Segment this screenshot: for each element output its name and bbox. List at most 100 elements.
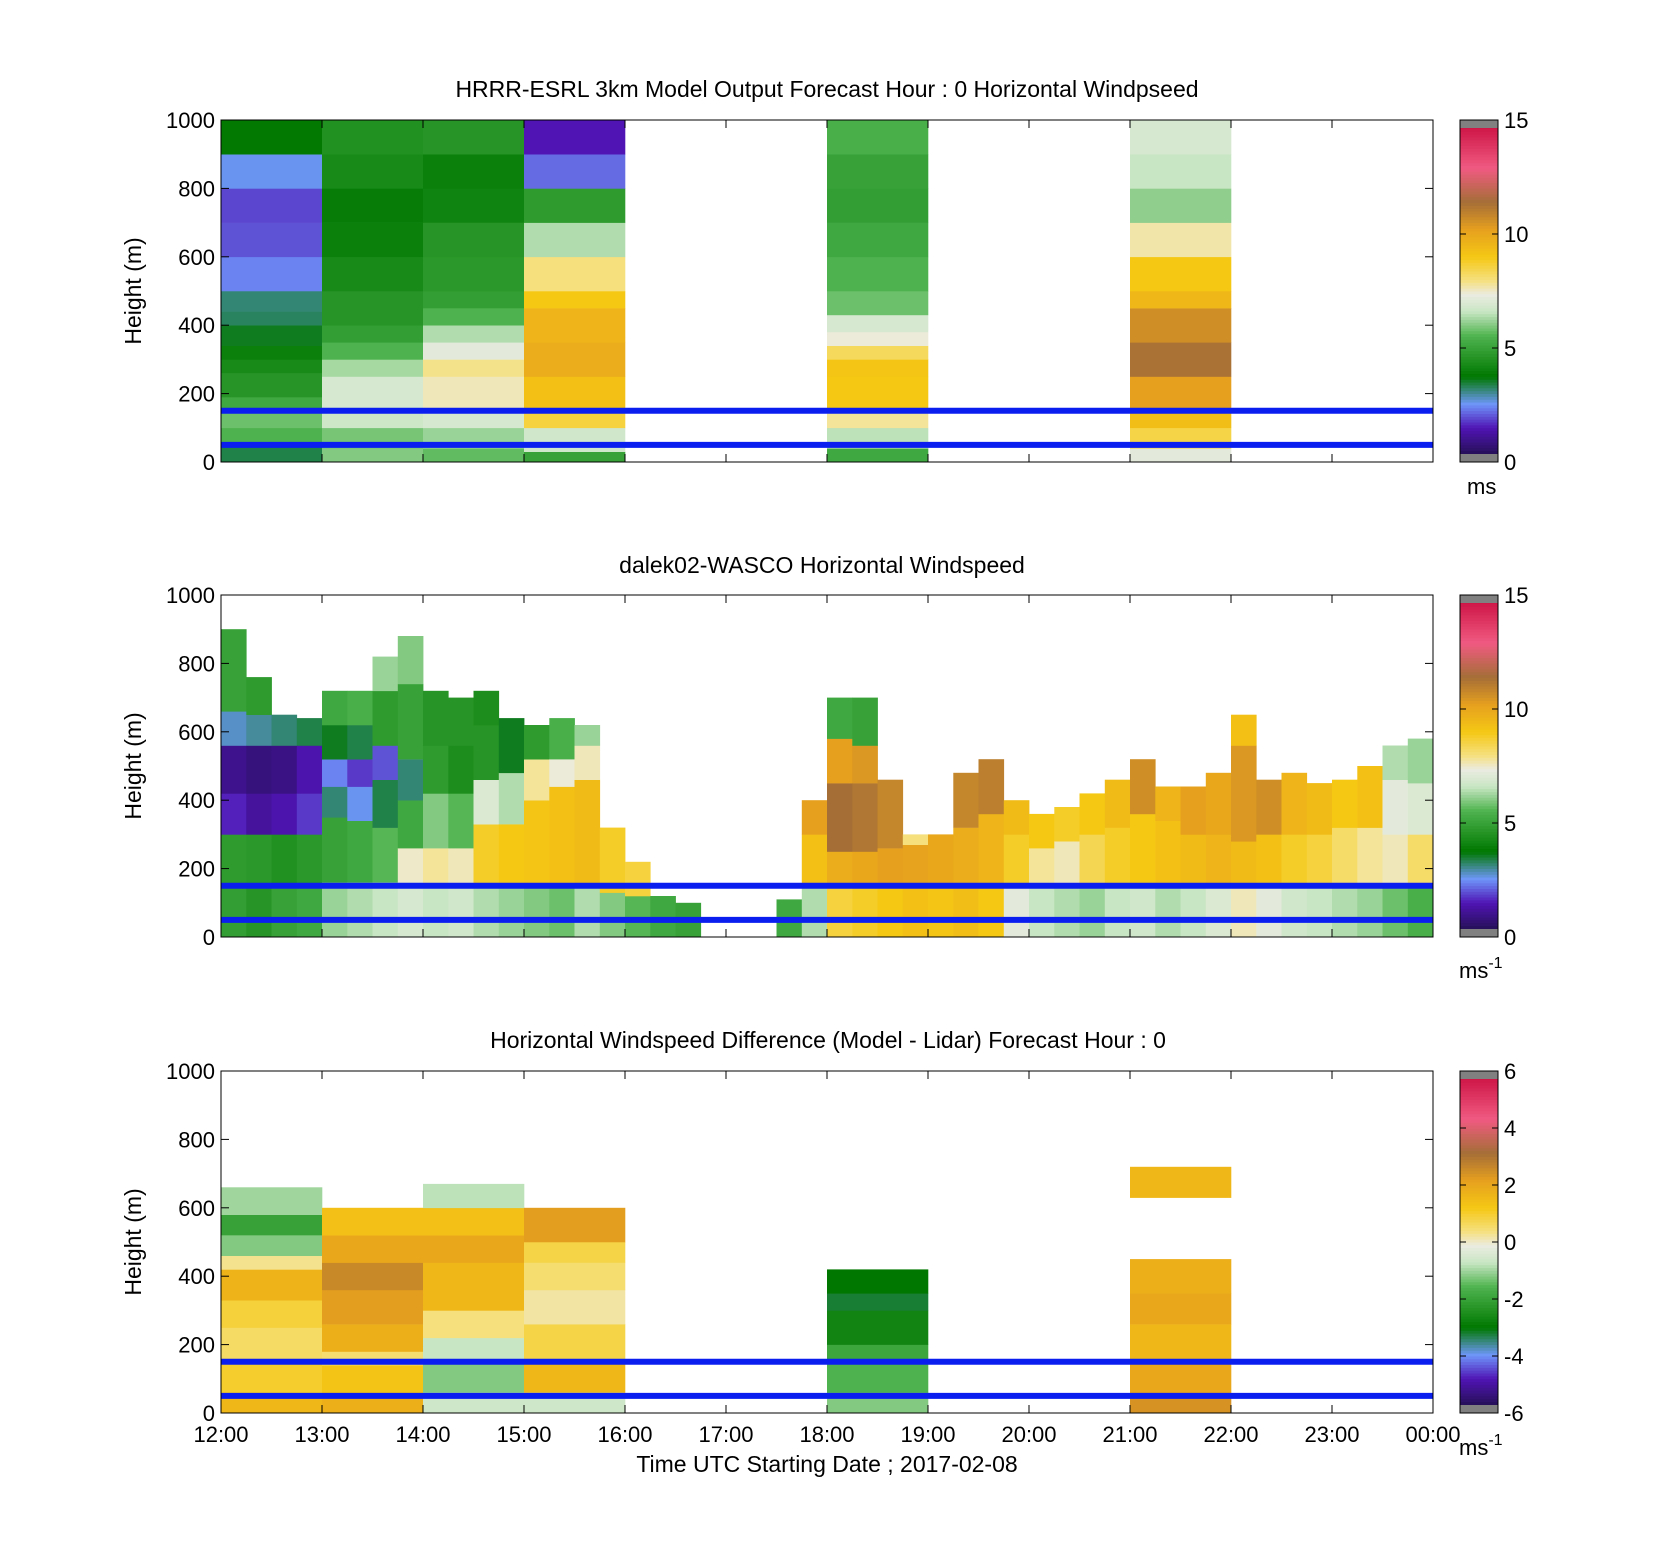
heatmap-cell [599, 892, 626, 937]
heatmap-cell [473, 824, 500, 886]
heatmap-cell [827, 120, 929, 155]
colorbar-segment [1460, 328, 1498, 332]
heatmap-cell [953, 885, 979, 937]
heatmap-cell [1130, 1259, 1232, 1294]
heatmap-cell [524, 308, 626, 343]
colorbar-segment [1460, 1253, 1498, 1257]
heatmap-cell [423, 1310, 525, 1339]
heatmap-cell [1130, 1293, 1232, 1325]
colorbar-tick-label: 15 [1504, 583, 1528, 608]
heatmap-cell [322, 188, 424, 223]
heatmap-cell [221, 444, 323, 462]
colorbar-segment [1460, 179, 1498, 184]
heatmap-cell [372, 745, 399, 780]
heatmap-cell [347, 786, 373, 821]
heatmap-cell [322, 291, 424, 326]
heatmap-cell [448, 745, 474, 794]
heatmap-cell [322, 1207, 424, 1236]
heatmap-cell [423, 885, 449, 937]
heatmap-cell [271, 793, 298, 835]
colorbar-segment [1460, 871, 1498, 875]
colorbar-segment [1460, 1165, 1498, 1169]
heatmap-cell [1256, 779, 1282, 835]
heatmap-cell [221, 1361, 323, 1393]
colorbar-segment [1460, 1230, 1498, 1234]
colorbar-segment [1460, 694, 1498, 698]
colorbar-segment [1460, 330, 1498, 335]
heatmap-cell [322, 256, 424, 292]
heatmap-cell [1104, 779, 1131, 828]
heatmap-cell [524, 725, 550, 760]
heatmap-cell [1382, 834, 1409, 886]
heatmap-cell [1256, 885, 1282, 937]
heatmap-cell [221, 188, 323, 223]
colorbar-frame [1459, 594, 1499, 938]
heatmap-cell [322, 817, 348, 883]
colorbar-segment [1460, 1287, 1498, 1291]
colorbar-over-cap [1460, 1071, 1498, 1079]
heatmap-cell [1155, 820, 1181, 886]
heatmap-cell [1281, 772, 1308, 835]
heatmap-cell [978, 885, 1005, 937]
colorbar-segment [1460, 350, 1498, 355]
colorbar-segment [1460, 783, 1498, 787]
heatmap-cell [397, 848, 424, 883]
heatmap-cell [827, 738, 853, 784]
colorbar-segment [1460, 865, 1498, 869]
heatmap-cell [549, 786, 575, 886]
colorbar-segment [1460, 917, 1498, 921]
y-tick-label: 800 [178, 1127, 215, 1152]
colorbar-tick-label: -4 [1504, 1344, 1524, 1369]
colorbar-segment [1460, 359, 1498, 363]
colorbar-segment [1460, 276, 1498, 280]
heatmap-cell [271, 834, 298, 886]
heatmap-cell [827, 1361, 929, 1393]
colorbar-segment [1460, 1147, 1498, 1152]
colorbar-segment [1460, 427, 1498, 432]
colorbar-segment [1460, 387, 1498, 392]
heatmap-cell [322, 759, 348, 787]
colorbar-segment [1460, 1130, 1498, 1135]
colorbar-segment [1460, 439, 1498, 443]
heatmap-cell [524, 1361, 626, 1393]
colorbar-segment [1460, 385, 1498, 389]
colorbar-lidar: 0 5 10 15 [1459, 583, 1528, 950]
colorbar-segment [1460, 780, 1498, 784]
colorbar-segment [1460, 808, 1498, 812]
heatmap-cell [599, 827, 626, 893]
colorbar-segment [1460, 1284, 1498, 1288]
heatmap-cell [1180, 834, 1207, 886]
colorbar-segment [1460, 1324, 1498, 1328]
heatmap-cell [221, 154, 323, 189]
colorbar-segment [1460, 1256, 1498, 1260]
colorbar-segment [1460, 851, 1498, 855]
colorbar-segment [1460, 1378, 1498, 1383]
colorbar-tick-label: -6 [1504, 1401, 1524, 1426]
heatmap-cell [827, 291, 929, 316]
colorbar-segment [1460, 1125, 1498, 1129]
heatmap-cell [221, 1300, 323, 1328]
colorbar-segment [1460, 629, 1498, 633]
y-tick-label: 400 [178, 1264, 215, 1289]
colorbar-segment [1460, 310, 1498, 315]
colorbar-segment [1460, 623, 1498, 627]
colorbar-segment [1460, 413, 1498, 417]
colorbar-segment [1460, 711, 1498, 716]
colorbar-segment [1460, 402, 1498, 406]
heatmap-cell [827, 783, 853, 852]
colorbar-segment [1460, 1395, 1498, 1400]
colorbar-segment [1460, 686, 1498, 690]
colorbar-segment [1460, 219, 1498, 223]
colorbar-segment [1460, 370, 1498, 375]
colorbar-segment [1460, 726, 1498, 730]
colorbar-segment [1460, 162, 1498, 166]
heatmap-cell [1003, 885, 1030, 937]
colorbar-segment [1460, 828, 1498, 832]
colorbar-unit-model: ms [1467, 474, 1496, 499]
colorbar-segment [1460, 760, 1498, 764]
colorbar-segment [1460, 336, 1498, 340]
x-axis-label: Time UTC Starting Date ; 2017-02-08 [636, 1451, 1017, 1477]
colorbar-segment [1460, 754, 1498, 758]
colorbar-segment [1460, 1304, 1498, 1308]
colorbar-segment [1460, 308, 1498, 312]
